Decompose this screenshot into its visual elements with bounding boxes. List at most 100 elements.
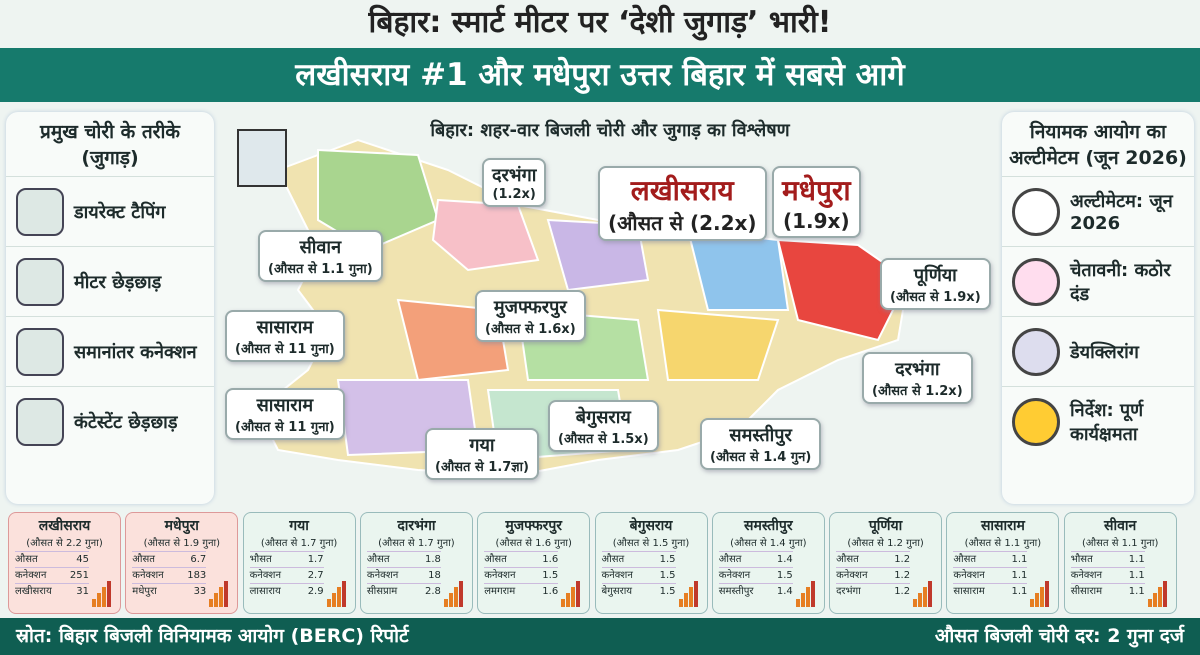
card-name: मुजफ्फरपुर bbox=[505, 518, 563, 534]
map-callout: दरभंगा (औसत से 1.2x) bbox=[862, 352, 973, 404]
ultimatum-label: अल्टीमेटम: जून 2026 bbox=[1070, 191, 1173, 234]
average: औसत बिजली चोरी दर: 2 गुना दर्ज bbox=[934, 625, 1184, 647]
bar-glyph bbox=[224, 581, 229, 607]
bar-glyph bbox=[561, 599, 566, 607]
row-value: 1.4 bbox=[776, 586, 793, 597]
ultimatum-item: चेतावनी: कठोर दंड bbox=[1002, 246, 1194, 316]
row-value: 45 bbox=[76, 554, 89, 565]
city-card: मधेपुरा (औसत से 1.9 गुना) औसत 6.7 कनेक्शन 183… bbox=[125, 512, 239, 614]
card-row: औसत 1.2 bbox=[836, 551, 911, 567]
bar-glyph bbox=[678, 599, 683, 607]
bar-glyph bbox=[1045, 581, 1050, 607]
map bbox=[237, 129, 910, 477]
row-value: 33 bbox=[193, 586, 207, 597]
bar-icon bbox=[561, 581, 583, 607]
card-row: लासाराय 2.9 bbox=[249, 583, 324, 599]
card-subtitle: (औसत से 1.2 गुना) bbox=[847, 538, 924, 549]
bar-glyph bbox=[458, 581, 463, 607]
bar-glyph bbox=[683, 593, 688, 607]
row-value: 1.2 bbox=[894, 570, 911, 581]
row-value: 1.7 bbox=[307, 554, 324, 565]
card-row: दरभंगा 1.2 bbox=[836, 583, 911, 599]
row-label: समस्तीपुर bbox=[718, 586, 754, 597]
card-row: कनेक्शन 1.5 bbox=[601, 567, 676, 583]
footer: स्रोत: बिहार बिजली विनियामक आयोग (BERC) … bbox=[0, 618, 1200, 655]
bar-icon bbox=[913, 581, 935, 607]
callout-value: (औसत से 1.2x) bbox=[872, 384, 963, 399]
callout-value: (औसत से 1.6x) bbox=[485, 322, 576, 337]
ultimatum-icon bbox=[1012, 187, 1060, 236]
card-row: औसत 1.5 bbox=[601, 551, 676, 567]
row-label: लखीसराय bbox=[15, 586, 52, 597]
city-card: समस्तीपुर (औसत से 1.4 गुना) औसत 1.4 कनेक्शन 1… bbox=[711, 512, 825, 614]
row-value: 2.8 bbox=[424, 586, 441, 597]
card-name: सीवान bbox=[1104, 518, 1137, 534]
map-callout: गया (औसत से 1.7ज्ञा) bbox=[425, 428, 539, 480]
row-label: सासाराम bbox=[953, 586, 985, 597]
card-row: कनेक्शन 1.5 bbox=[484, 567, 559, 583]
card-row: बेगुसराय 1.5 bbox=[601, 583, 676, 599]
district-highlight bbox=[776, 238, 910, 342]
method-label: कंटेस्टेंट छेड़छाड़ bbox=[74, 411, 178, 433]
bar-glyph bbox=[800, 593, 805, 607]
bar-glyph bbox=[209, 599, 214, 607]
bar-glyph bbox=[1147, 599, 1152, 607]
row-value: 1.6 bbox=[542, 586, 559, 597]
row-label: भौसत bbox=[1070, 554, 1093, 565]
method-item: समानांतर कनेक्शन bbox=[6, 316, 214, 386]
card-row: भौसत 1.1 bbox=[1070, 551, 1145, 567]
bar-glyph bbox=[1162, 581, 1167, 607]
bar-glyph bbox=[1030, 599, 1035, 607]
bar-glyph bbox=[693, 581, 698, 607]
card-name: लखीसराय bbox=[38, 518, 91, 534]
method-icon bbox=[16, 397, 64, 446]
bar-glyph bbox=[219, 587, 224, 607]
card-subtitle: (औसत से 1.4 गुना) bbox=[730, 538, 807, 549]
card-name: बेगुसराय bbox=[629, 518, 673, 534]
map-callout: सासाराम (औसत से 11 गुना) bbox=[225, 388, 345, 440]
map-callout: मधेपुरा (1.9x) bbox=[772, 166, 861, 238]
bar-glyph bbox=[576, 581, 581, 607]
row-value: 1.5 bbox=[776, 570, 793, 581]
bar-glyph bbox=[810, 581, 815, 607]
bar-glyph bbox=[1035, 593, 1040, 607]
method-item: मीटर छेड़छाड़ bbox=[6, 246, 214, 316]
card-row: औसत 1.4 bbox=[718, 551, 793, 567]
row-label: औसत bbox=[15, 554, 38, 565]
card-name: गया bbox=[289, 518, 309, 534]
bar-glyph bbox=[453, 587, 458, 607]
row-value: 1.1 bbox=[1128, 586, 1145, 597]
row-label: कनेक्शन bbox=[1070, 570, 1103, 581]
bar-glyph bbox=[805, 587, 810, 607]
subtitle: लखीसराय #1 और मधेपुरा उत्तर बिहार में सब… bbox=[0, 48, 1200, 102]
method-item: डायरेक्ट टैपिंग bbox=[6, 176, 214, 246]
row-label: कनेक्शन bbox=[484, 570, 516, 581]
city-card: सासाराम (औसत से 1.1 गुना) औसत 1.1 कनेक्शन 1.1… bbox=[946, 512, 1060, 614]
callout-name: बेगुसराय bbox=[575, 407, 631, 428]
card-subtitle: (औसत से 1.9 गुना) bbox=[143, 538, 221, 549]
card-subtitle: (औसत से 1.7 गुना) bbox=[260, 538, 338, 549]
bar-icon bbox=[1030, 581, 1052, 607]
map-title: बिहार: शहर-वार बिजली चोरी और जुगाड़ का व… bbox=[430, 120, 790, 141]
district bbox=[656, 308, 780, 381]
callout-name: मुजफ्फरपुर bbox=[493, 297, 567, 318]
bar-glyph bbox=[443, 599, 448, 607]
ultimatum-label: डेयक्लिरांग bbox=[1070, 341, 1139, 363]
card-row: औसत 45 bbox=[15, 551, 89, 567]
bar-icon bbox=[678, 581, 701, 607]
row-value: 1.5 bbox=[659, 586, 676, 597]
ultimatum-icon bbox=[1012, 397, 1060, 446]
bar-glyph bbox=[913, 599, 918, 607]
callout-name: मधेपुरा bbox=[782, 174, 851, 207]
card-subtitle: (औसत से 1.6 गुना) bbox=[495, 538, 572, 549]
row-value: 1.1 bbox=[1011, 554, 1028, 565]
card-row: कनेक्शन 183 bbox=[132, 567, 207, 583]
method-label: मीटर छेड़छाड़ bbox=[74, 271, 162, 293]
row-value: 6.7 bbox=[190, 554, 207, 565]
card-row: समस्तीपुर 1.4 bbox=[718, 583, 793, 599]
city-card: मुजफ्फरपुर (औसत से 1.6 गुना) औसत 1.6 कनेक्शन… bbox=[477, 512, 591, 614]
source: स्रोत: बिहार बिजली विनियामक आयोग (BERC) … bbox=[16, 625, 409, 647]
map-callout: दरभंगा (1.2x) bbox=[482, 158, 547, 207]
card-subtitle: (औसत से 1.7 गुना) bbox=[378, 538, 455, 549]
